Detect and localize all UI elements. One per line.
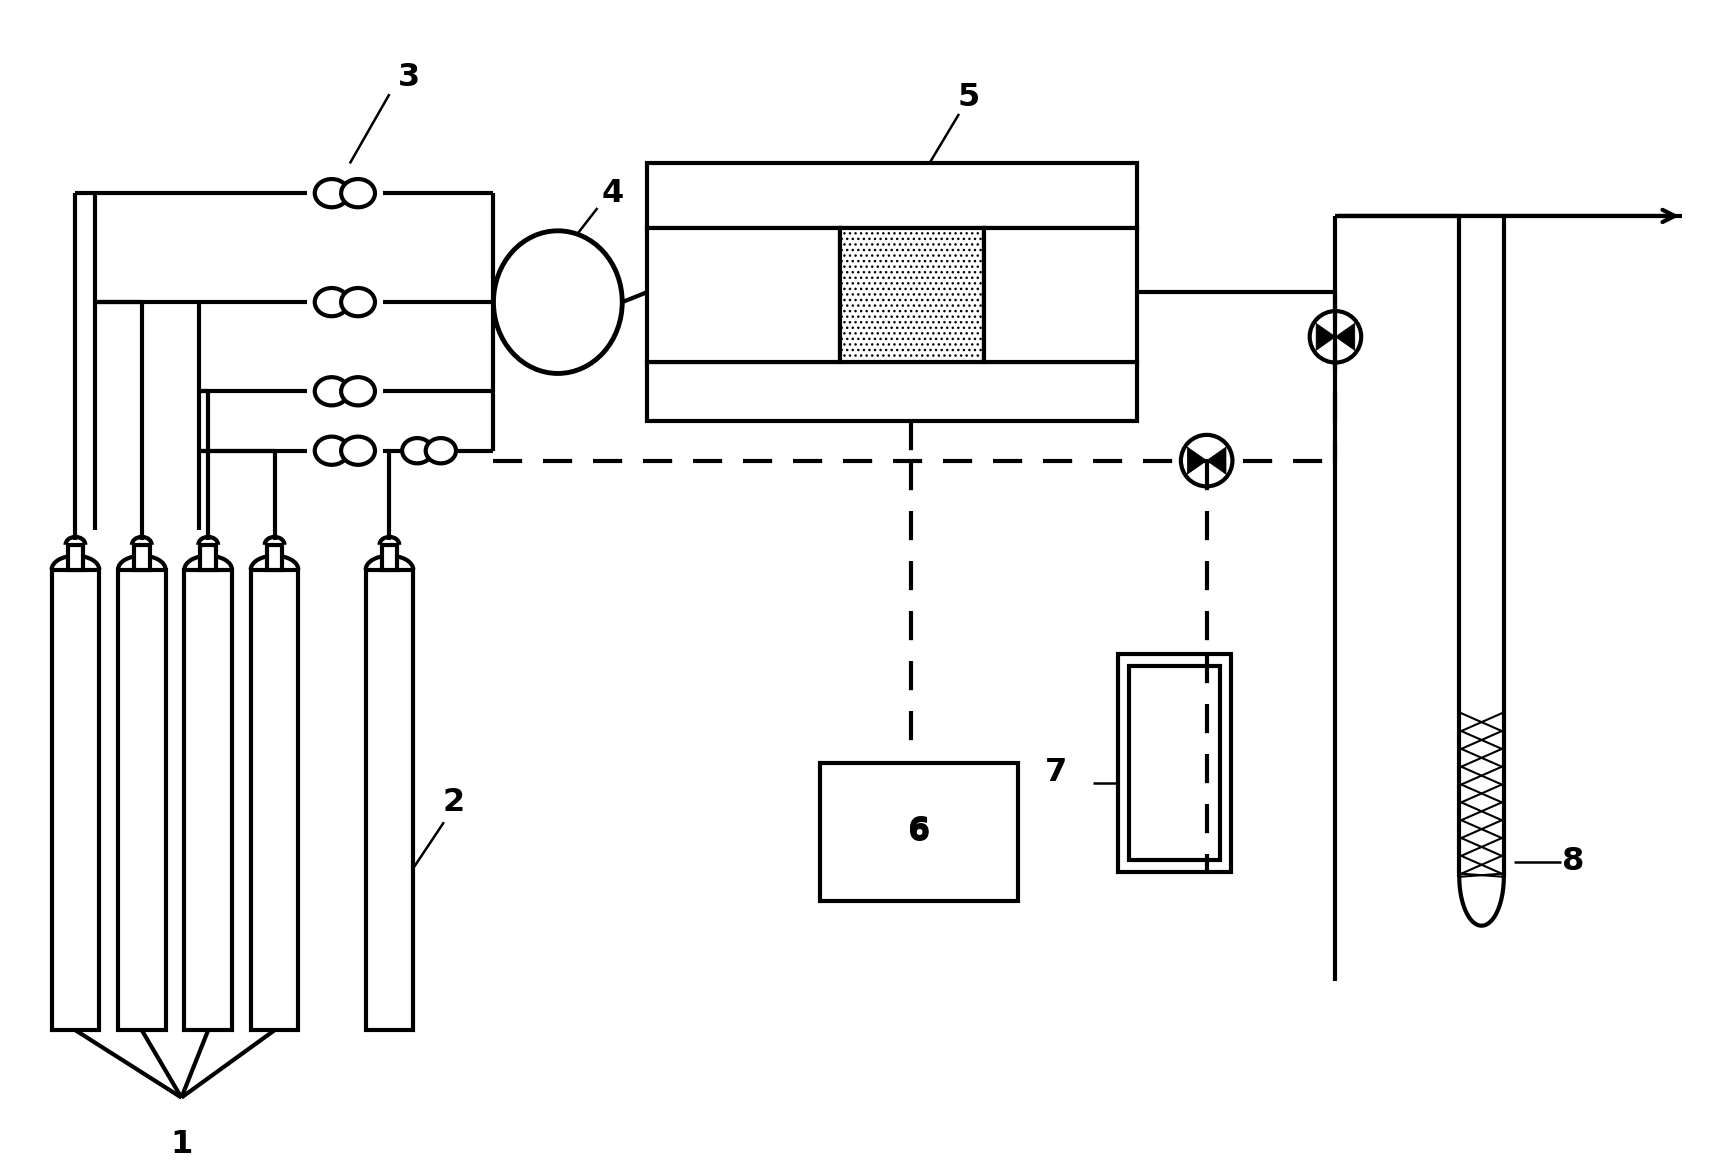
Ellipse shape <box>341 377 375 406</box>
Ellipse shape <box>494 231 622 373</box>
Ellipse shape <box>315 436 348 465</box>
Ellipse shape <box>315 288 348 316</box>
Text: 1: 1 <box>170 1129 192 1160</box>
Polygon shape <box>1335 323 1354 350</box>
Bar <box>1130 666 1220 859</box>
Bar <box>840 227 984 361</box>
Text: 3: 3 <box>398 62 420 93</box>
Bar <box>67 545 84 569</box>
Polygon shape <box>1188 447 1207 475</box>
Bar <box>821 763 1018 901</box>
Text: 2: 2 <box>442 787 464 817</box>
Text: 4: 4 <box>602 177 624 209</box>
Bar <box>51 569 99 1031</box>
Bar <box>1118 654 1231 872</box>
Ellipse shape <box>425 438 456 463</box>
Bar <box>118 569 166 1031</box>
Ellipse shape <box>315 377 348 406</box>
Bar <box>365 569 413 1031</box>
Ellipse shape <box>403 438 432 463</box>
Bar <box>134 545 149 569</box>
Ellipse shape <box>341 180 375 208</box>
Bar <box>267 545 283 569</box>
Bar <box>185 569 231 1031</box>
Text: 8: 8 <box>1561 847 1584 877</box>
Polygon shape <box>1207 447 1226 475</box>
Text: 6: 6 <box>908 816 931 848</box>
Ellipse shape <box>341 436 375 465</box>
Bar <box>382 545 398 569</box>
Text: 5: 5 <box>958 82 980 113</box>
Bar <box>201 545 216 569</box>
Bar <box>250 569 298 1031</box>
Bar <box>984 227 1138 361</box>
Bar <box>646 361 1138 421</box>
Ellipse shape <box>315 180 348 208</box>
Text: 6: 6 <box>908 815 931 845</box>
Polygon shape <box>1316 323 1335 350</box>
Ellipse shape <box>341 288 375 316</box>
Bar <box>646 227 840 361</box>
Text: 7: 7 <box>1046 757 1068 788</box>
Bar <box>646 163 1138 227</box>
